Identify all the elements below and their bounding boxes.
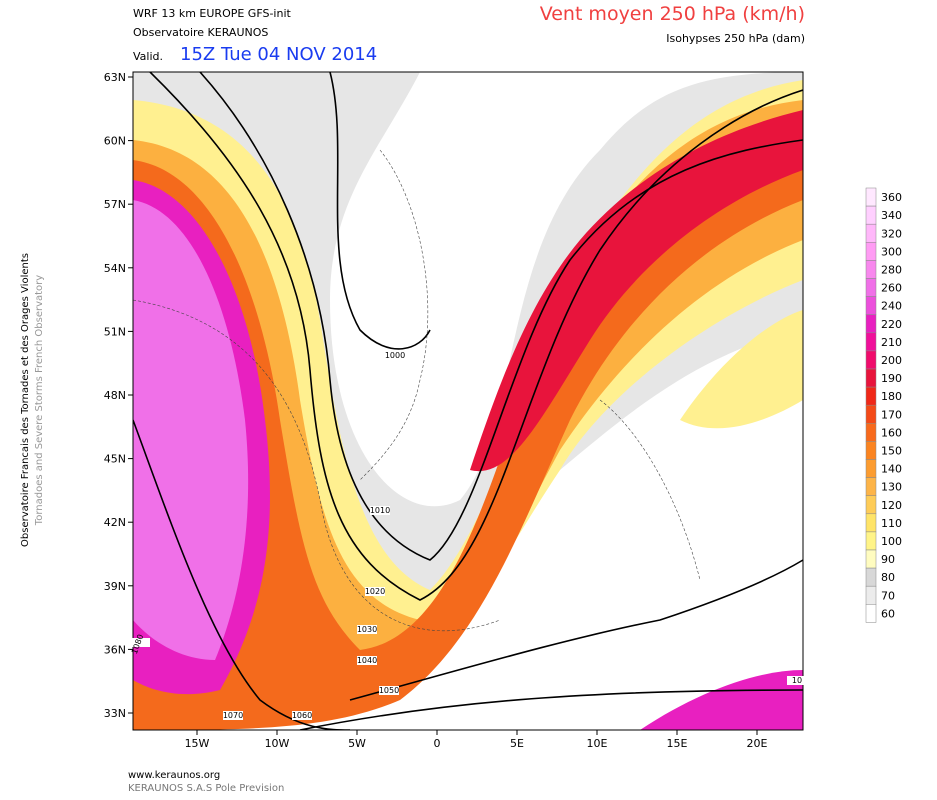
lon-label: 15W <box>185 737 210 750</box>
lat-label: 51N <box>104 325 126 338</box>
contour-label: 1070 <box>223 711 243 720</box>
colorbar-label: 210 <box>881 336 902 349</box>
colorbar-box <box>865 332 877 352</box>
contour-label: 1040 <box>357 656 377 665</box>
lat-label: 54N <box>104 262 126 275</box>
model-label: WRF 13 km EUROPE GFS-init <box>133 7 291 20</box>
colorbar-label: 100 <box>881 535 902 548</box>
colorbar-label: 360 <box>881 191 902 204</box>
contour-label: 1050 <box>379 686 399 695</box>
colorbar-box <box>865 441 877 460</box>
contour-label-bg <box>357 625 377 634</box>
lat-label: 60N <box>104 135 126 148</box>
colorbar-label: 340 <box>881 209 902 222</box>
colorbar-label: 180 <box>881 390 902 403</box>
lon-label: 5W <box>348 737 366 750</box>
colorbar-label: 140 <box>881 463 902 476</box>
contour-label: 1000 <box>385 351 405 360</box>
colorbar-box <box>865 368 877 388</box>
contour-label-bg <box>292 711 312 720</box>
contour-label-bg <box>365 587 385 596</box>
colorbar-box <box>865 567 877 587</box>
colorbar-box <box>865 296 877 315</box>
colorbar-label: 320 <box>881 227 902 240</box>
colorbar-box <box>865 585 877 605</box>
map-subtitle: Isohypses 250 hPa (dam) <box>666 32 805 45</box>
side-text-en: Tornadoes and Severe Storms French Obser… <box>34 275 45 526</box>
colorbar-box <box>865 531 877 551</box>
colorbar-label: 160 <box>881 426 902 439</box>
map-field <box>133 72 803 730</box>
contour-label-bg <box>370 506 390 515</box>
contour-label-bg <box>379 686 399 695</box>
lon-label: 20E <box>747 737 768 750</box>
lat-label: 42N <box>104 516 126 529</box>
colorbar-box <box>865 350 877 370</box>
colorbar-label: 190 <box>881 372 902 385</box>
colorbar-label: 80 <box>881 571 895 584</box>
contour-label-bg <box>223 711 243 720</box>
lon-label: 10W <box>265 737 290 750</box>
lon-label: 5E <box>510 737 524 750</box>
colorbar-box <box>865 549 877 569</box>
colorbar-box <box>865 242 877 261</box>
lat-label: 36N <box>104 643 126 656</box>
colorbar-label: 300 <box>881 245 902 258</box>
lat-label: 33N <box>104 707 126 720</box>
colorbar-box <box>865 423 877 442</box>
colorbar-label: 130 <box>881 481 902 494</box>
lon-label: 15E <box>667 737 688 750</box>
colorbar-box <box>865 404 877 424</box>
contour-label: 1020 <box>365 587 385 596</box>
colorbar-label: 240 <box>881 300 902 313</box>
contour-label-bg <box>787 676 807 685</box>
colorbar-box <box>865 477 877 496</box>
colorbar-label: 60 <box>881 607 895 620</box>
colorbar-label: 110 <box>881 517 902 530</box>
lat-label: 48N <box>104 389 126 402</box>
colorbar-box <box>865 223 877 243</box>
lon-label: 10E <box>587 737 608 750</box>
colorbar-box <box>865 459 877 478</box>
colorbar-label: 220 <box>881 318 902 331</box>
lat-label: 45N <box>104 453 126 466</box>
contour-label: 1010 <box>370 506 390 515</box>
colorbar-box <box>865 314 877 334</box>
valid-time: 15Z Tue 04 NOV 2014 <box>180 44 377 65</box>
contour-label: 1060 <box>292 711 312 720</box>
colorbar-label: 200 <box>881 354 902 367</box>
contour-label-bg <box>385 351 405 360</box>
footer-site: www.keraunos.org <box>128 770 220 781</box>
map-frame <box>132 71 804 731</box>
contour-label: 1030 <box>357 625 377 634</box>
contour-label-bg <box>357 656 377 665</box>
contour-label-bg <box>130 638 150 647</box>
colorbar-box <box>865 260 877 279</box>
colorbar-box <box>865 205 877 225</box>
map-title: Vent moyen 250 hPa (km/h) <box>540 3 805 25</box>
colorbar-box <box>865 604 877 623</box>
side-text-fr: Observatoire Francais des Tornades et de… <box>20 253 31 547</box>
colorbar-label: 150 <box>881 444 902 457</box>
colorbar-label: 260 <box>881 282 902 295</box>
colorbar-label: 70 <box>881 589 895 602</box>
colorbar-box <box>865 513 877 533</box>
valid-label: Valid. <box>133 50 163 63</box>
colorbar-label: 280 <box>881 263 902 276</box>
colorbar-label: 90 <box>881 553 895 566</box>
lat-label: 39N <box>104 580 126 593</box>
colorbar-label: 120 <box>881 499 902 512</box>
colorbar-box <box>865 495 877 515</box>
org-label: Observatoire KERAUNOS <box>133 26 268 39</box>
colorbar-label: 170 <box>881 408 902 421</box>
lat-label: 57N <box>104 198 126 211</box>
contour-label: 10 <box>792 676 802 685</box>
footer-company: KERAUNOS S.A.S Pole Prevision <box>128 783 284 794</box>
lat-label: 63N <box>104 71 126 84</box>
colorbar-box <box>865 187 877 207</box>
lon-label: 0 <box>434 737 441 750</box>
colorbar-box <box>865 386 877 406</box>
colorbar-box <box>865 278 877 297</box>
